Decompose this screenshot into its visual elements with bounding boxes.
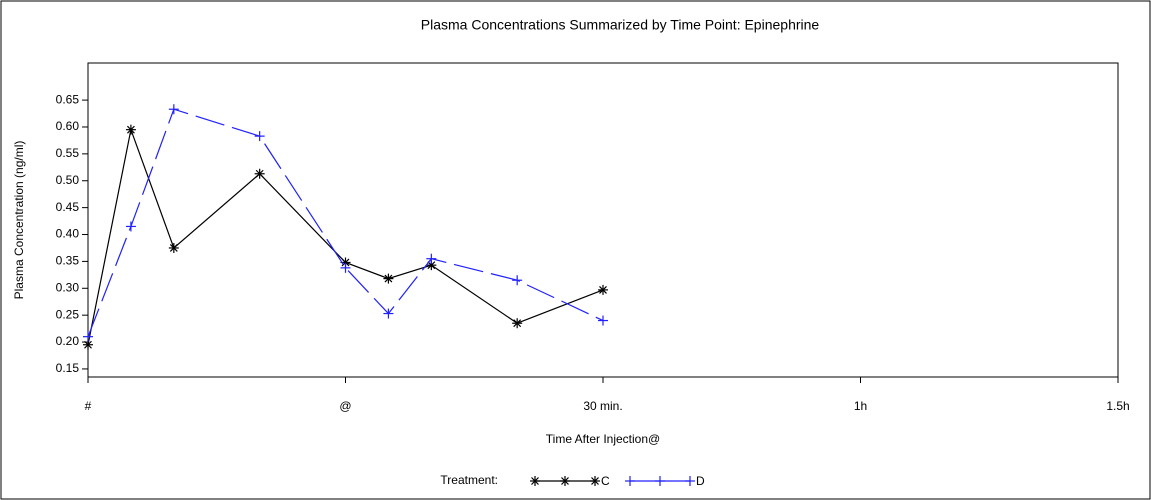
y-tick-label: 0.55	[56, 146, 80, 160]
point-marker	[168, 104, 179, 115]
point-marker	[426, 253, 437, 264]
marker-stroke	[513, 319, 522, 328]
marker-stroke	[599, 285, 607, 294]
chart-title: Plasma Concentrations Summarized by Time…	[421, 17, 820, 33]
point-marker	[685, 476, 695, 486]
point-marker	[655, 476, 665, 486]
marker-stroke	[384, 274, 393, 283]
marker-stroke	[531, 477, 539, 485]
point-marker	[590, 476, 600, 486]
marker-stroke	[126, 125, 135, 134]
marker-stroke	[427, 261, 436, 270]
point-marker	[383, 273, 394, 284]
marker-stroke	[255, 169, 264, 178]
point-marker	[426, 260, 437, 271]
point-marker	[383, 308, 394, 319]
x-tick-label: 30 min.	[583, 399, 622, 413]
series-line	[87, 108, 604, 337]
plot-area	[87, 62, 1119, 378]
y-tick-label: 0.30	[56, 280, 80, 294]
marker-stroke	[341, 258, 350, 267]
marker-stroke	[84, 340, 92, 349]
y-axis-label: Plasma Concentration (ng/ml)	[12, 141, 26, 300]
point-marker	[598, 315, 608, 326]
y-tick-label: 0.20	[56, 334, 80, 348]
series-line	[87, 127, 604, 345]
point-marker	[512, 275, 523, 286]
y-tick-label: 0.15	[56, 361, 80, 375]
y-tick-label: 0.25	[56, 307, 80, 321]
y-tick-label: 0.35	[56, 254, 80, 268]
point-marker	[83, 339, 93, 350]
point-marker	[254, 168, 265, 179]
marker-stroke	[561, 477, 569, 485]
marker-stroke	[591, 477, 599, 485]
legend-label: C	[601, 474, 610, 488]
point-marker	[168, 242, 179, 253]
y-tick-label: 0.45	[56, 200, 80, 214]
x-tick-label: 1h	[854, 399, 867, 413]
legend-label: D	[696, 474, 705, 488]
point-marker	[254, 131, 265, 142]
point-marker	[598, 284, 608, 295]
y-tick-label: 0.50	[56, 173, 80, 187]
point-marker	[83, 331, 93, 342]
x-axis-label: Time After Injection@	[546, 432, 660, 446]
point-marker	[340, 262, 351, 273]
point-marker	[125, 221, 136, 232]
x-tick-label: @	[339, 399, 351, 413]
legend-title: Treatment:	[440, 473, 498, 487]
y-tick-label: 0.60	[56, 119, 80, 133]
marker-stroke	[169, 244, 178, 252]
x-tick-label: 1.5h	[1106, 399, 1129, 413]
point-marker	[530, 476, 540, 486]
x-tick-label: #	[85, 399, 92, 413]
y-tick-label: 0.65	[56, 92, 80, 106]
point-marker	[512, 318, 523, 329]
y-tick-label: 0.40	[56, 227, 80, 241]
point-marker	[625, 476, 635, 486]
point-marker	[560, 476, 570, 486]
point-marker	[125, 124, 136, 135]
